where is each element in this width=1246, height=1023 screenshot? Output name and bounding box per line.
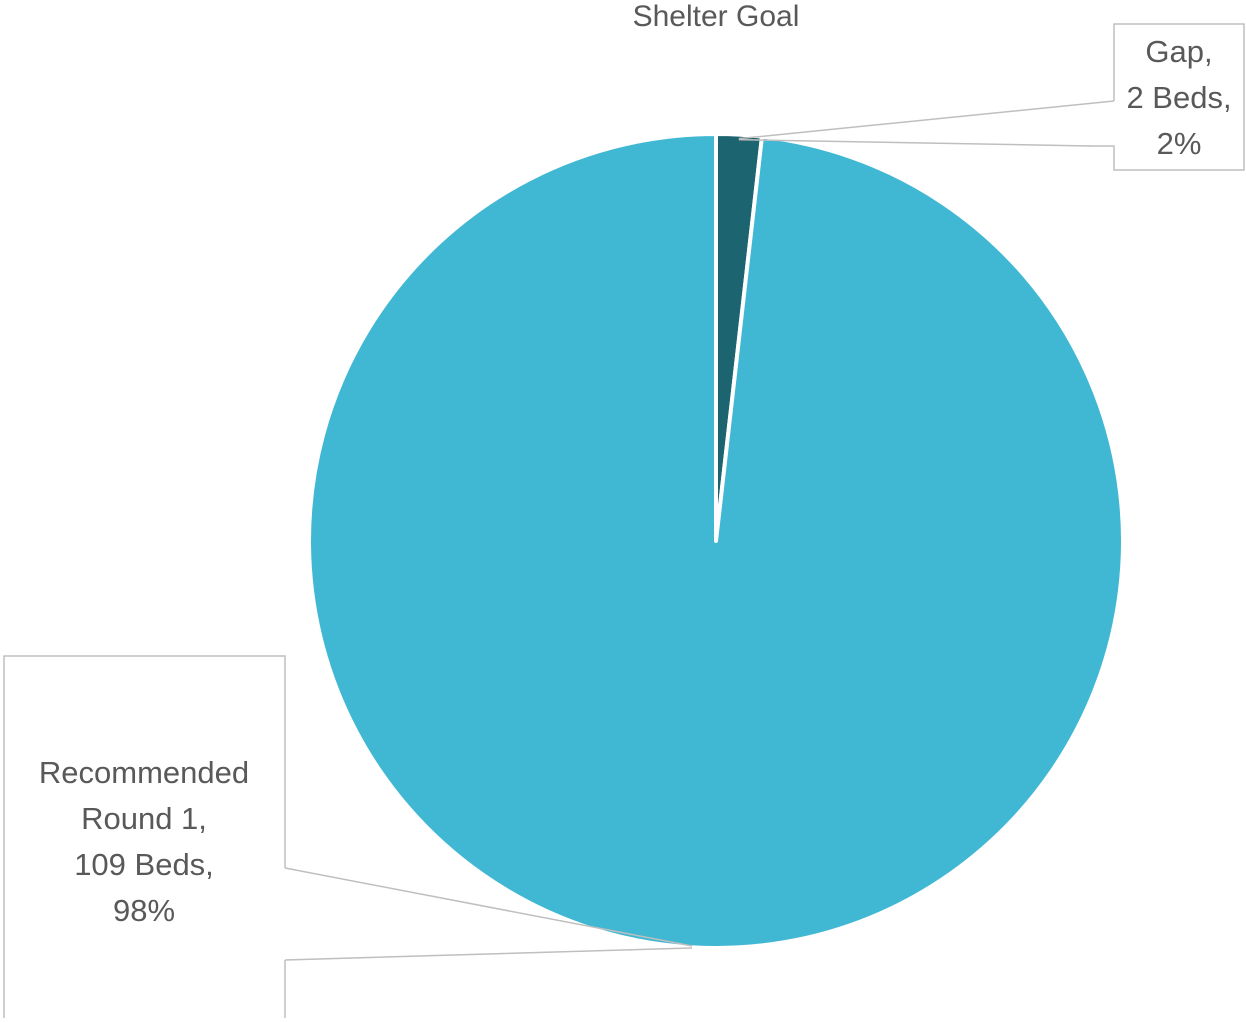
callout-box-recommended-round-1 bbox=[3, 655, 693, 1018]
data-label-line: 2 Beds, bbox=[1126, 80, 1231, 115]
data-label-line: 109 Beds, bbox=[74, 847, 214, 882]
leader-line-gap bbox=[738, 138, 1091, 147]
data-label-line: 98% bbox=[113, 893, 175, 928]
pie-slice-recommended-round-1 bbox=[307, 132, 1125, 950]
callout-recommended-round-1: Recommended Round 1, 109 Beds, 98% bbox=[3, 655, 693, 1018]
data-label-line: Gap, bbox=[1145, 34, 1212, 69]
pie-callouts: Gap, 2 Beds, 2% Recommended Round 1, 109 Beds… bbox=[3, 23, 1245, 1018]
callout-box-gap bbox=[738, 23, 1245, 171]
data-label-line: 2% bbox=[1157, 126, 1202, 161]
chart-title: Shelter Goal bbox=[633, 0, 800, 33]
pie-slices bbox=[307, 132, 1125, 950]
callout-gap: Gap, 2 Beds, 2% bbox=[738, 23, 1245, 171]
data-label-line: Round 1, bbox=[81, 801, 207, 836]
data-label-line: Recommended bbox=[39, 755, 249, 790]
